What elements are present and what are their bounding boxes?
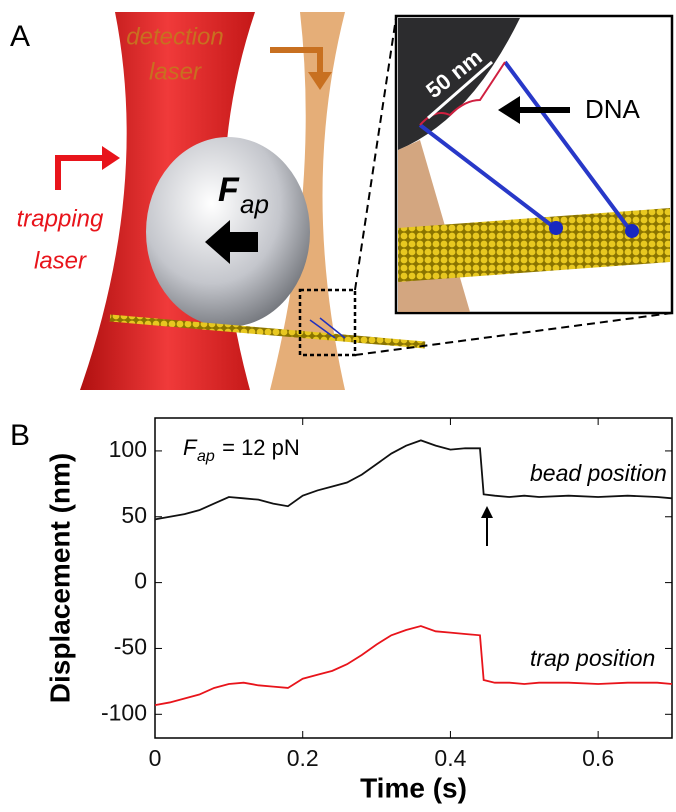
y-tick-label: 100 [109,436,147,462]
panel-label: A [10,20,30,53]
label: laser [34,247,87,274]
x-tick-label: 0 [149,745,162,771]
x-tick-label: 0.6 [582,745,614,771]
y-tick-label: 50 [121,502,147,528]
annotation-text: = 12 pN [216,435,300,460]
inset-motor [625,224,639,238]
label: laser [149,58,202,85]
trapping-arrow-head [102,146,120,170]
x-tick-label: 0.2 [287,745,319,771]
y-tick-label: -50 [114,634,147,660]
dna-label: DNA [585,94,641,124]
series-label: trap position [530,645,655,671]
annotation-subscript: ap [197,448,215,465]
force-subscript: ap [240,189,269,219]
inset-motor [549,221,563,235]
y-tick-label: -100 [101,699,147,725]
label: trapping [17,205,104,232]
label: detection [126,23,223,50]
zoom-line [355,313,672,355]
event-arrow-head [481,506,493,518]
zoom-line [355,18,396,290]
series-label: bead position [530,460,667,486]
figure: A detection laser trapping laser F ap 50… [0,0,676,807]
x-tick-label: 0.4 [434,745,466,771]
annotation-symbol: F [183,435,198,460]
x-axis-title: Time (s) [360,772,467,803]
y-axis-title: Displacement (nm) [44,453,75,704]
panel-label: B [10,419,30,452]
plot: -100 -50 0 50 100 0 0.2 0.4 0.6 Time (s) Displacem… [44,418,672,803]
force-label: F [218,171,240,209]
trapping-arrow [58,158,105,190]
y-tick-label: 0 [134,568,147,594]
